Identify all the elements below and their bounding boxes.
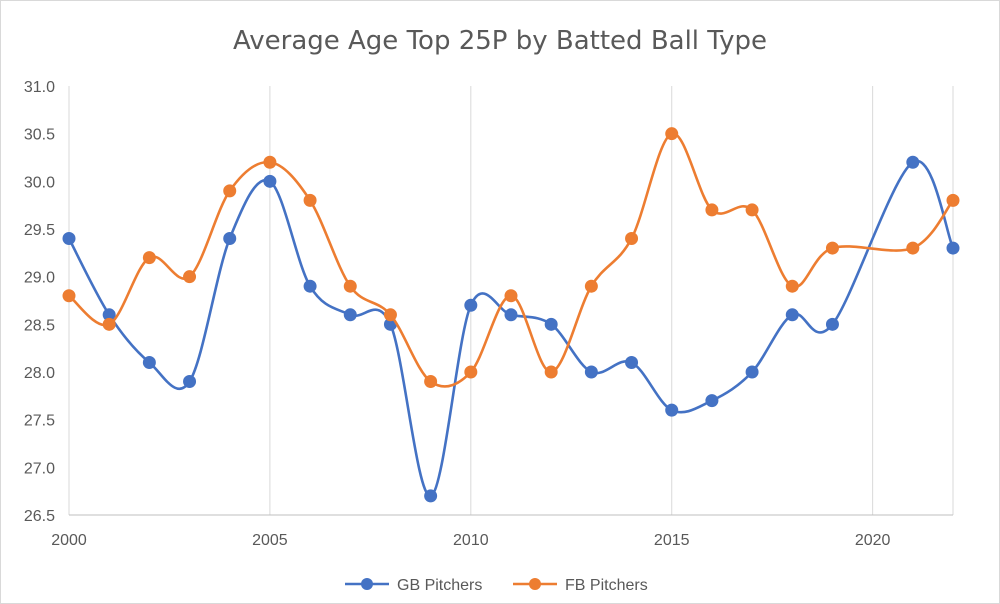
data-point[interactable] <box>665 127 679 141</box>
data-point[interactable] <box>464 365 478 379</box>
data-point[interactable] <box>223 184 237 198</box>
data-point[interactable] <box>584 365 598 379</box>
legend-marker <box>529 578 541 590</box>
x-tick-label: 2010 <box>453 532 489 549</box>
y-tick-label: 30.0 <box>24 174 55 191</box>
data-point[interactable] <box>705 394 719 408</box>
data-point[interactable] <box>906 241 920 255</box>
data-point[interactable] <box>504 308 518 322</box>
data-point[interactable] <box>183 375 197 389</box>
data-point[interactable] <box>343 308 357 322</box>
data-point[interactable] <box>825 317 839 331</box>
data-point[interactable] <box>825 241 839 255</box>
data-point[interactable] <box>383 308 397 322</box>
data-point[interactable] <box>785 279 799 293</box>
data-point[interactable] <box>625 355 639 369</box>
data-point[interactable] <box>625 232 639 246</box>
series-line <box>67 159 955 498</box>
series-fb-pitchers <box>62 127 960 389</box>
y-tick-label: 30.5 <box>24 127 55 144</box>
legend-item[interactable]: GB Pitchers <box>345 577 482 594</box>
data-point[interactable] <box>544 317 558 331</box>
data-point[interactable] <box>504 289 518 303</box>
data-point[interactable] <box>946 193 960 207</box>
y-tick-label: 26.5 <box>24 508 55 525</box>
data-point[interactable] <box>223 232 237 246</box>
y-tick-label: 27.0 <box>24 460 55 477</box>
data-point[interactable] <box>544 365 558 379</box>
data-point[interactable] <box>263 155 277 169</box>
data-point[interactable] <box>665 403 679 417</box>
x-tick-label: 2000 <box>51 532 87 549</box>
data-point[interactable] <box>745 203 759 217</box>
data-point[interactable] <box>303 193 317 207</box>
y-tick-label: 29.5 <box>24 222 55 239</box>
x-tick-label: 2020 <box>855 532 891 549</box>
data-point[interactable] <box>584 279 598 293</box>
legend: GB Pitchers FB Pitchers <box>345 577 648 594</box>
data-point[interactable] <box>424 489 438 503</box>
data-point[interactable] <box>102 317 116 331</box>
data-point[interactable] <box>946 241 960 255</box>
data-point[interactable] <box>62 289 76 303</box>
data-point[interactable] <box>424 375 438 389</box>
data-point[interactable] <box>303 279 317 293</box>
series-group <box>62 127 960 503</box>
y-tick-label: 27.5 <box>24 413 55 430</box>
legend-item[interactable]: FB Pitchers <box>513 577 648 594</box>
data-point[interactable] <box>464 298 478 312</box>
data-point[interactable] <box>906 155 920 169</box>
y-tick-label: 31.0 <box>24 79 55 96</box>
data-point[interactable] <box>343 279 357 293</box>
y-tick-label: 28.0 <box>24 365 55 382</box>
axes: 2000 2005 2010 2015 2020 26.5 27.0 27.5 28.0 28.5… <box>24 79 953 549</box>
series-gb-pitchers <box>62 155 960 503</box>
y-tick-label: 29.0 <box>24 270 55 287</box>
legend-label: FB Pitchers <box>565 577 648 594</box>
data-point[interactable] <box>183 270 197 284</box>
y-tick-label: 28.5 <box>24 317 55 334</box>
data-point[interactable] <box>745 365 759 379</box>
data-point[interactable] <box>142 251 156 265</box>
x-tick-label: 2005 <box>252 532 288 549</box>
legend-label: GB Pitchers <box>397 577 482 594</box>
data-point[interactable] <box>142 355 156 369</box>
data-point[interactable] <box>705 203 719 217</box>
data-point[interactable] <box>263 174 277 188</box>
data-point[interactable] <box>62 232 76 246</box>
data-point[interactable] <box>785 308 799 322</box>
legend-marker <box>361 578 373 590</box>
chart-title: Average Age Top 25P by Batted Ball Type <box>233 26 767 56</box>
x-tick-label: 2015 <box>654 532 690 549</box>
